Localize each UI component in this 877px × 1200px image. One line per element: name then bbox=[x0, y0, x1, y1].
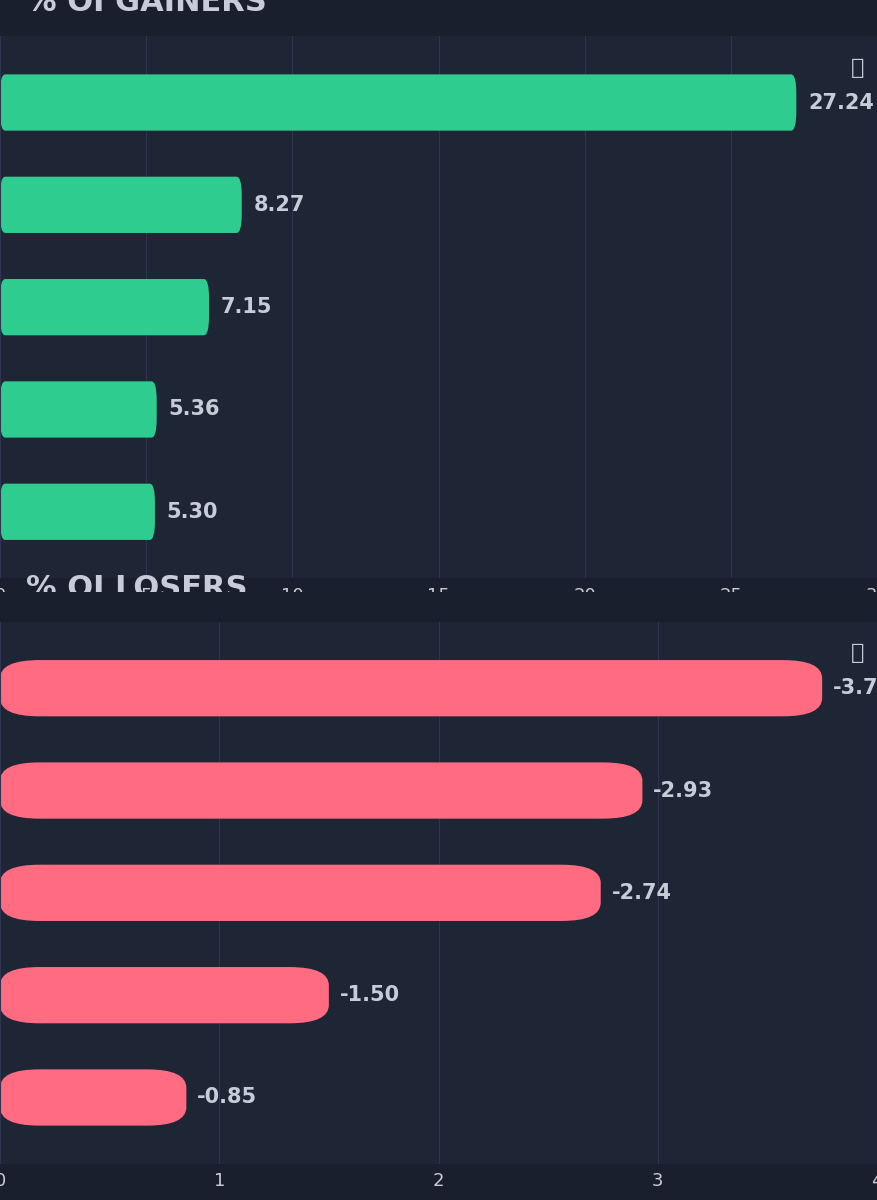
FancyBboxPatch shape bbox=[0, 762, 642, 818]
FancyBboxPatch shape bbox=[0, 484, 155, 540]
FancyBboxPatch shape bbox=[0, 967, 329, 1024]
FancyBboxPatch shape bbox=[0, 280, 209, 335]
Text: 8.27: 8.27 bbox=[253, 194, 305, 215]
Text: 5.30: 5.30 bbox=[167, 502, 218, 522]
FancyBboxPatch shape bbox=[0, 74, 796, 131]
FancyBboxPatch shape bbox=[0, 382, 157, 438]
Text: -1.50: -1.50 bbox=[340, 985, 400, 1006]
FancyBboxPatch shape bbox=[0, 660, 823, 716]
FancyBboxPatch shape bbox=[0, 865, 601, 920]
Text: % OI GAINERS: % OI GAINERS bbox=[26, 0, 267, 17]
FancyBboxPatch shape bbox=[0, 176, 242, 233]
Text: -0.85: -0.85 bbox=[197, 1087, 258, 1108]
Text: ⓘ: ⓘ bbox=[851, 58, 864, 78]
Text: 5.36: 5.36 bbox=[168, 400, 220, 420]
Text: -3.75: -3.75 bbox=[833, 678, 877, 698]
Text: -2.74: -2.74 bbox=[612, 883, 672, 902]
FancyBboxPatch shape bbox=[0, 1069, 186, 1126]
Text: 7.15: 7.15 bbox=[221, 298, 272, 317]
Text: 27.24: 27.24 bbox=[808, 92, 873, 113]
Text: % OI LOSERS: % OI LOSERS bbox=[26, 574, 248, 602]
Text: -2.93: -2.93 bbox=[653, 780, 714, 800]
Text: ⓘ: ⓘ bbox=[851, 643, 864, 664]
